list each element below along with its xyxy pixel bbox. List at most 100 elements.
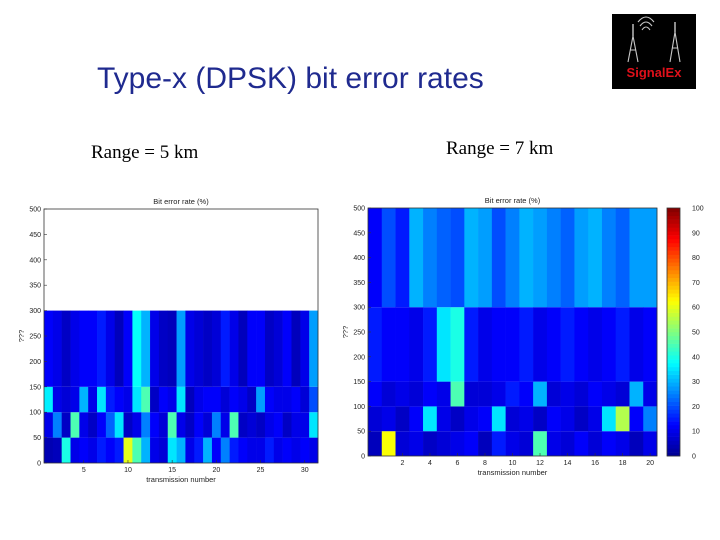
heatmap-cell bbox=[588, 406, 603, 432]
heatmap-cell bbox=[450, 208, 465, 308]
heatmap-cell bbox=[97, 386, 107, 413]
x-axis-label: transmission number bbox=[146, 475, 216, 484]
heatmap-cell bbox=[158, 386, 169, 413]
heatmap-cell bbox=[203, 412, 213, 438]
heatmap-cell bbox=[70, 437, 80, 463]
heatmap-cell bbox=[643, 406, 658, 432]
colorbar-segment bbox=[667, 343, 680, 348]
heatmap-cell bbox=[409, 406, 424, 432]
heatmap-cell bbox=[519, 208, 534, 308]
heatmap-cell bbox=[247, 412, 257, 438]
heatmap-cell bbox=[601, 431, 617, 456]
heatmap-cell bbox=[546, 208, 561, 308]
y-tick-label: 450 bbox=[29, 232, 41, 239]
heatmap-cell bbox=[167, 437, 177, 463]
heatmap-cell bbox=[256, 386, 266, 413]
heatmap-cell bbox=[70, 412, 80, 438]
y-tick-label: 250 bbox=[29, 334, 41, 341]
colorbar-segment bbox=[667, 436, 680, 441]
colorbar-segment bbox=[667, 215, 680, 220]
x-tick-label: 14 bbox=[564, 460, 572, 467]
heatmap-cell bbox=[409, 307, 424, 382]
heatmap-cell bbox=[300, 437, 310, 463]
heatmap-cell bbox=[282, 412, 292, 438]
heatmap-cell bbox=[588, 381, 603, 407]
heatmap-cell bbox=[546, 431, 561, 456]
heatmap-cell bbox=[238, 310, 248, 387]
heatmap-cell bbox=[158, 412, 169, 438]
heatmap-cell bbox=[247, 437, 257, 463]
colorbar-segment bbox=[667, 231, 680, 236]
heatmap-cell bbox=[97, 310, 107, 387]
colorbar-segment bbox=[667, 425, 680, 430]
colorbar-tick-label: 10 bbox=[692, 429, 700, 436]
colorbar-segment bbox=[667, 378, 680, 383]
heatmap-cell bbox=[643, 208, 658, 308]
heatmap-cell bbox=[185, 386, 195, 413]
colorbar-segment bbox=[667, 211, 680, 217]
heatmap-cell bbox=[185, 437, 195, 463]
heatmap-cell bbox=[44, 437, 54, 463]
heatmap-cell bbox=[194, 386, 204, 413]
heatmap-cell bbox=[211, 386, 222, 413]
y-axis-label: ??? bbox=[341, 326, 350, 339]
heatmap-cell bbox=[519, 381, 534, 407]
heatmap-cell bbox=[132, 386, 142, 413]
heatmap-cell bbox=[381, 406, 396, 432]
heatmap-cell bbox=[273, 386, 283, 413]
heatmap-cell bbox=[114, 310, 124, 387]
heatmap-cell bbox=[79, 386, 89, 413]
heatmap-cell bbox=[574, 208, 589, 308]
heatmap-cell bbox=[105, 386, 116, 413]
heatmap-cell bbox=[123, 437, 133, 463]
heatmap-cell bbox=[220, 310, 230, 387]
heatmap-cell bbox=[88, 437, 98, 463]
colorbar-segment bbox=[667, 297, 680, 302]
heatmap-cell bbox=[574, 431, 589, 456]
heatmap-cell bbox=[97, 412, 107, 438]
heatmap-cell bbox=[423, 431, 438, 456]
heatmap-cell bbox=[505, 431, 520, 456]
colorbar-frame bbox=[666, 207, 681, 457]
heatmap-cell bbox=[88, 386, 98, 413]
heatmap-cell bbox=[88, 412, 98, 438]
colorbar-segment bbox=[667, 363, 680, 368]
heatmap-cell bbox=[395, 431, 410, 456]
colorbar-segment bbox=[667, 324, 680, 329]
y-tick-label: 200 bbox=[29, 359, 41, 366]
colorbar-segment bbox=[667, 273, 680, 279]
heatmap-cell bbox=[423, 406, 438, 432]
colorbar-segment bbox=[667, 227, 680, 232]
x-tick-label: 20 bbox=[212, 467, 220, 474]
heatmap-cell bbox=[601, 307, 617, 382]
heatmap-cell bbox=[256, 437, 266, 463]
heatmap-cell bbox=[105, 310, 116, 387]
heatmap-cell bbox=[381, 381, 396, 407]
heatmap-cell bbox=[491, 431, 506, 456]
heatmap-cell bbox=[601, 381, 617, 407]
x-tick-label: 6 bbox=[455, 460, 459, 467]
heatmap-cell bbox=[52, 310, 62, 387]
heatmap-cell bbox=[185, 412, 195, 438]
heatmap-cell bbox=[464, 307, 479, 382]
heatmap-cell bbox=[309, 412, 319, 438]
colorbar-segment bbox=[667, 370, 680, 375]
heatmap-cell bbox=[574, 381, 589, 407]
heatmap-cell bbox=[478, 431, 493, 456]
x-tick-label: 18 bbox=[619, 460, 627, 467]
heatmap-cell bbox=[176, 437, 186, 463]
y-tick-label: 350 bbox=[353, 280, 365, 287]
y-tick-label: 50 bbox=[357, 429, 365, 436]
heatmap-cell bbox=[114, 437, 124, 463]
heatmap-cell bbox=[220, 437, 230, 463]
heatmap-cell bbox=[368, 381, 383, 407]
heatmap-cell bbox=[167, 310, 177, 387]
heatmap-cell bbox=[229, 412, 239, 438]
chart-title: Bit error rate (%) bbox=[153, 197, 209, 206]
heatmap-cell bbox=[167, 412, 177, 438]
heatmap-cell bbox=[264, 437, 275, 463]
heatmap-cell bbox=[105, 437, 116, 463]
logo-text: SignalEx bbox=[626, 65, 682, 80]
heatmap-cell bbox=[629, 406, 644, 432]
